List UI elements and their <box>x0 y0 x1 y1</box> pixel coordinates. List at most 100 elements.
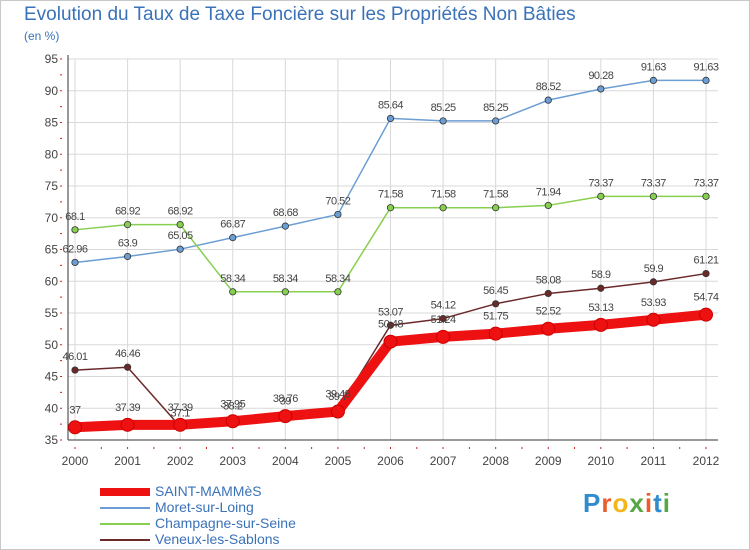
data-label-champagne: 71.58 <box>431 189 456 201</box>
x-minor-tick <box>284 447 286 449</box>
data-point-veneux <box>386 321 395 329</box>
x-minor-tick <box>679 447 681 449</box>
y-minor-tick <box>60 344 62 346</box>
y-minor-tick <box>60 185 62 187</box>
data-point-veneux <box>702 269 710 278</box>
data-label-champagne: 68.92 <box>115 206 140 218</box>
x-minor-tick <box>363 447 365 449</box>
y-minor-tick <box>60 280 62 282</box>
data-label-champagne: 58.34 <box>273 273 298 285</box>
x-minor-tick <box>258 447 260 449</box>
x-minor-tick <box>574 447 576 449</box>
data-label-champagne: 73.37 <box>641 177 666 189</box>
data-point-saint-mammes <box>120 417 135 432</box>
y-minor-tick <box>60 106 62 108</box>
legend-label-veneux: Veneux-les-Sablons <box>155 531 280 547</box>
data-label-saint-mammes: 37.39 <box>115 402 140 414</box>
data-label-champagne: 71.94 <box>536 186 561 198</box>
data-point-moret <box>439 117 447 125</box>
x-tick-label: 2005 <box>325 454 352 468</box>
data-point-saint-mammes <box>330 404 345 419</box>
x-tick-label: 2012 <box>693 454 720 468</box>
data-label-moret: 85.25 <box>483 102 508 114</box>
y-minor-tick <box>60 201 62 203</box>
data-label-moret: 65.05 <box>168 230 193 242</box>
y-minor-tick <box>60 423 62 425</box>
x-minor-tick <box>205 447 207 449</box>
x-minor-tick <box>468 447 470 449</box>
data-point-veneux <box>492 300 500 308</box>
data-point-veneux <box>439 314 447 323</box>
data-label-moret: 63.9 <box>118 237 138 249</box>
x-tick-label: 2011 <box>641 454 667 468</box>
x-minor-tick <box>232 447 234 449</box>
x-tick-label: 2006 <box>377 454 404 468</box>
data-point-champagne <box>386 204 395 212</box>
data-label-champagne: 71.58 <box>378 189 403 201</box>
data-label-champagne: 71.58 <box>483 189 508 201</box>
x-minor-tick <box>337 447 339 449</box>
data-point-moret <box>334 210 342 219</box>
y-minor-tick <box>60 264 62 266</box>
y-minor-tick <box>60 296 62 298</box>
y-minor-tick <box>60 407 62 409</box>
data-point-saint-mammes <box>488 326 503 341</box>
data-label-saint-mammes: 37 <box>69 404 81 416</box>
y-tick-label: 50 <box>45 338 59 352</box>
data-label-moret: 91.63 <box>693 61 718 73</box>
legend-swatch-champagne <box>100 523 150 525</box>
data-point-saint-mammes <box>646 312 661 327</box>
y-tick-label: 55 <box>45 306 59 320</box>
legend-swatch-veneux <box>100 539 150 541</box>
legend-swatch-saint-mammes <box>100 488 150 496</box>
y-tick-label: 75 <box>45 179 59 193</box>
data-label-veneux: 53.07 <box>378 306 403 318</box>
data-label-saint-mammes: 50.48 <box>378 319 403 331</box>
y-minor-tick <box>60 90 62 92</box>
data-point-veneux <box>597 284 605 292</box>
y-minor-tick <box>60 233 62 235</box>
data-point-champagne <box>544 201 552 210</box>
proxiti-logo: Proxiti <box>583 488 671 518</box>
x-tick-label: 2001 <box>114 454 141 468</box>
data-label-champagne: 73.37 <box>693 177 718 189</box>
y-tick-label: 65 <box>45 243 59 257</box>
data-point-moret <box>176 245 184 253</box>
y-minor-tick <box>60 376 62 377</box>
data-label-moret: 90.28 <box>588 70 613 82</box>
data-point-veneux <box>649 278 658 286</box>
y-tick-label: 95 <box>45 52 59 66</box>
data-point-champagne <box>334 288 342 296</box>
data-point-champagne <box>281 288 289 296</box>
data-label-moret: 62.96 <box>62 243 87 255</box>
data-point-moret <box>281 222 289 230</box>
x-minor-tick <box>547 447 549 449</box>
data-point-saint-mammes <box>225 414 240 429</box>
data-point-champagne <box>71 226 79 234</box>
data-label-moret: 70.52 <box>325 195 350 207</box>
x-tick-label: 2000 <box>62 454 89 468</box>
x-minor-tick <box>416 447 418 449</box>
data-label-moret: 88.52 <box>536 81 561 93</box>
data-label-veneux: 54.12 <box>431 300 456 312</box>
data-point-saint-mammes <box>699 307 713 322</box>
x-minor-tick <box>311 447 313 449</box>
data-point-champagne <box>597 192 605 200</box>
line-chart: 35 40 45 50 55 60 65 70 75 80 85 90 95 2000 2001 2002 20… <box>45 52 720 468</box>
y-minor-tick <box>60 122 62 123</box>
data-point-moret <box>544 96 552 104</box>
data-label-veneux: 61.21 <box>693 255 718 267</box>
legend-label-champagne: Champagne-sur-Seine <box>155 515 296 531</box>
data-label-saint-mammes: 38.76 <box>273 393 298 405</box>
legend-label-saint-mammes: SAINT-MAMMèS <box>155 483 262 499</box>
data-label-veneux: 39.7 <box>328 391 348 403</box>
data-label-saint-mammes: 51.24 <box>431 314 456 326</box>
y-minor-tick <box>60 137 62 139</box>
x-tick-label: 2010 <box>587 454 614 468</box>
data-point-veneux <box>123 363 132 371</box>
data-label-saint-mammes: 39.48 <box>325 389 350 401</box>
data-label-saint-mammes: 51.75 <box>483 311 508 323</box>
x-tick-label: 2004 <box>272 454 299 468</box>
y-tick-label: 40 <box>45 401 59 415</box>
data-point-moret <box>702 76 710 84</box>
